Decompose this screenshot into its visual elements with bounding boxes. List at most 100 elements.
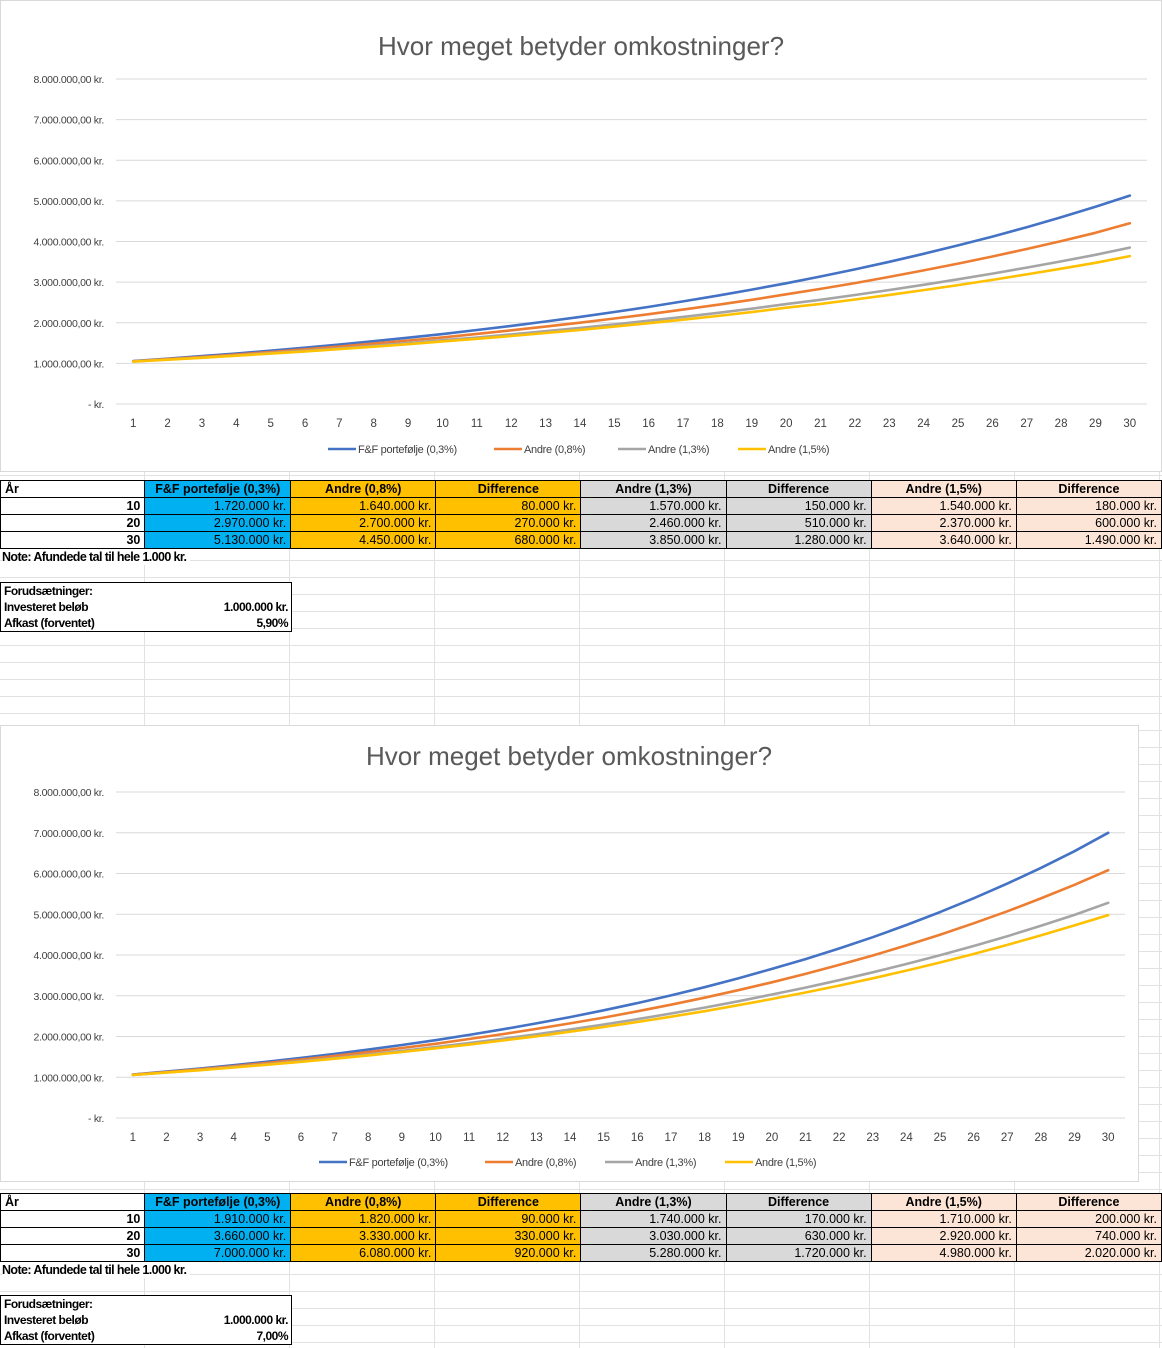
cell[interactable]: 3.850.000 kr. [580, 531, 727, 549]
header-ff[interactable]: F&F portefølje (0,3%) [144, 480, 292, 498]
cell[interactable]: 2.970.000 kr. [144, 514, 292, 532]
cell[interactable]: 3.640.000 kr. [870, 531, 1017, 549]
cell[interactable]: 680.000 kr. [435, 531, 582, 549]
cell[interactable]: 2.370.000 kr. [870, 514, 1017, 532]
return-label[interactable]: Afkast (forventet) [0, 1328, 146, 1345]
cell[interactable]: 2.020.000 kr. [1015, 1244, 1162, 1262]
cell[interactable]: 2.700.000 kr. [290, 514, 437, 532]
header-diff-08[interactable]: Difference [435, 480, 582, 498]
cell-year[interactable]: 10 [0, 497, 146, 515]
assumptions-title[interactable]: Forudsætninger: [0, 1295, 146, 1312]
cell[interactable]: 4.980.000 kr. [870, 1244, 1017, 1262]
invest-value[interactable]: 1.000.000 kr. [146, 599, 292, 615]
x-tick-label: 29 [1068, 1132, 1081, 1144]
cell[interactable]: 330.000 kr. [435, 1227, 582, 1245]
chart-title: Hvor meget betyder omkostninger? [378, 31, 784, 61]
chart-area-2[interactable]: Hvor meget betyder omkostninger? 8.000.00… [0, 725, 1139, 1182]
cell[interactable]: 1.490.000 kr. [1015, 531, 1162, 549]
x-tick-label: 21 [814, 418, 827, 430]
x-tick-label: 6 [302, 418, 308, 430]
cell[interactable]: 1.720.000 kr. [725, 1244, 872, 1262]
header-andre-08[interactable]: Andre (0,8%) [290, 480, 437, 498]
cell-year[interactable]: 20 [0, 1227, 146, 1245]
return-value[interactable]: 7,00% [146, 1328, 292, 1345]
cell-year[interactable]: 10 [0, 1210, 146, 1228]
cell[interactable]: 600.000 kr. [1015, 514, 1162, 532]
header-year[interactable]: År [0, 480, 146, 498]
header-diff-08[interactable]: Difference [435, 1193, 582, 1211]
cell[interactable]: 180.000 kr. [1015, 497, 1162, 515]
cell[interactable]: 1.280.000 kr. [725, 531, 872, 549]
invest-value[interactable]: 1.000.000 kr. [146, 1312, 292, 1328]
x-tick-label: 2 [163, 1132, 169, 1144]
return-label[interactable]: Afkast (forventet) [0, 615, 146, 632]
header-year[interactable]: År [0, 1193, 146, 1211]
assumptions-title[interactable]: Forudsætninger: [0, 582, 146, 599]
x-tick-label: 27 [1020, 418, 1033, 430]
header-diff-15[interactable]: Difference [1015, 480, 1162, 498]
cell[interactable]: 920.000 kr. [435, 1244, 582, 1262]
x-tick-label: 7 [331, 1132, 337, 1144]
cell[interactable]: 90.000 kr. [435, 1210, 582, 1228]
return-value[interactable]: 5,90% [146, 615, 292, 632]
cell-year[interactable]: 20 [0, 514, 146, 532]
invest-label[interactable]: Investeret beløb [0, 1312, 146, 1328]
header-diff-13[interactable]: Difference [725, 1193, 872, 1211]
x-tick-label: 9 [399, 1132, 405, 1144]
x-tick-label: 29 [1089, 418, 1102, 430]
cell[interactable]: 5.130.000 kr. [144, 531, 292, 549]
cell[interactable]: 1.720.000 kr. [144, 497, 292, 515]
chart-area-1[interactable]: Hvor meget betyder omkostninger? 8.000.00… [0, 0, 1162, 472]
cell[interactable]: 3.660.000 kr. [144, 1227, 292, 1245]
cell[interactable]: 4.450.000 kr. [290, 531, 437, 549]
header-diff-13[interactable]: Difference [725, 480, 872, 498]
header-andre-13[interactable]: Andre (1,3%) [580, 480, 727, 498]
cell[interactable]: 1.910.000 kr. [144, 1210, 292, 1228]
cell[interactable]: 270.000 kr. [435, 514, 582, 532]
cell[interactable]: 80.000 kr. [435, 497, 582, 515]
cell[interactable]: 2.920.000 kr. [870, 1227, 1017, 1245]
cell[interactable]: 5.280.000 kr. [580, 1244, 727, 1262]
header-andre-08[interactable]: Andre (0,8%) [290, 1193, 437, 1211]
cell[interactable]: 1.570.000 kr. [580, 497, 727, 515]
x-tick-label: 10 [436, 418, 449, 430]
x-tick-label: 18 [711, 418, 724, 430]
x-tick-label: 12 [496, 1132, 509, 1144]
cell[interactable]: 630.000 kr. [725, 1227, 872, 1245]
assumptions-blank[interactable] [146, 582, 292, 599]
cell[interactable]: 510.000 kr. [725, 514, 872, 532]
x-tick-label: 3 [197, 1132, 203, 1144]
header-andre-13[interactable]: Andre (1,3%) [580, 1193, 727, 1211]
cell-year[interactable]: 30 [0, 1244, 146, 1262]
cell[interactable]: 170.000 kr. [725, 1210, 872, 1228]
cell[interactable]: 3.030.000 kr. [580, 1227, 727, 1245]
cell[interactable]: 3.330.000 kr. [290, 1227, 437, 1245]
table-row: 10 1.910.000 kr. 1.820.000 kr. 90.000 kr… [0, 1210, 1162, 1228]
cell[interactable]: 7.000.000 kr. [144, 1244, 292, 1262]
cell[interactable]: 1.640.000 kr. [290, 497, 437, 515]
cell[interactable]: 740.000 kr. [1015, 1227, 1162, 1245]
cell[interactable]: 1.710.000 kr. [870, 1210, 1017, 1228]
cell[interactable]: 2.460.000 kr. [580, 514, 727, 532]
legend-label-1: F&F portefølje (0,3%) [349, 1157, 448, 1169]
y-tick-label: 1.000.000,00 kr. [33, 1072, 104, 1084]
cell[interactable]: 150.000 kr. [725, 497, 872, 515]
cell[interactable]: 1.740.000 kr. [580, 1210, 727, 1228]
cell-year[interactable]: 30 [0, 531, 146, 549]
cell[interactable]: 1.820.000 kr. [290, 1210, 437, 1228]
header-andre-15[interactable]: Andre (1,5%) [870, 1193, 1017, 1211]
header-andre-15[interactable]: Andre (1,5%) [870, 480, 1017, 498]
x-tick-label: 24 [917, 418, 930, 430]
cell[interactable]: 200.000 kr. [1015, 1210, 1162, 1228]
x-tick-label: 30 [1102, 1132, 1115, 1144]
table-header-row: År F&F portefølje (0,3%) Andre (0,8%) Di… [0, 480, 1162, 498]
invest-label[interactable]: Investeret beløb [0, 599, 146, 615]
rounding-note[interactable]: Note: Afundede tal til hele 1.000 kr. [2, 1262, 191, 1278]
assumptions-blank[interactable] [146, 1295, 292, 1312]
header-ff[interactable]: F&F portefølje (0,3%) [144, 1193, 292, 1211]
header-diff-15[interactable]: Difference [1015, 1193, 1162, 1211]
rounding-note[interactable]: Note: Afundede tal til hele 1.000 kr. [2, 549, 191, 565]
cell[interactable]: 1.540.000 kr. [870, 497, 1017, 515]
x-tick-label: 13 [530, 1132, 543, 1144]
cell[interactable]: 6.080.000 kr. [290, 1244, 437, 1262]
